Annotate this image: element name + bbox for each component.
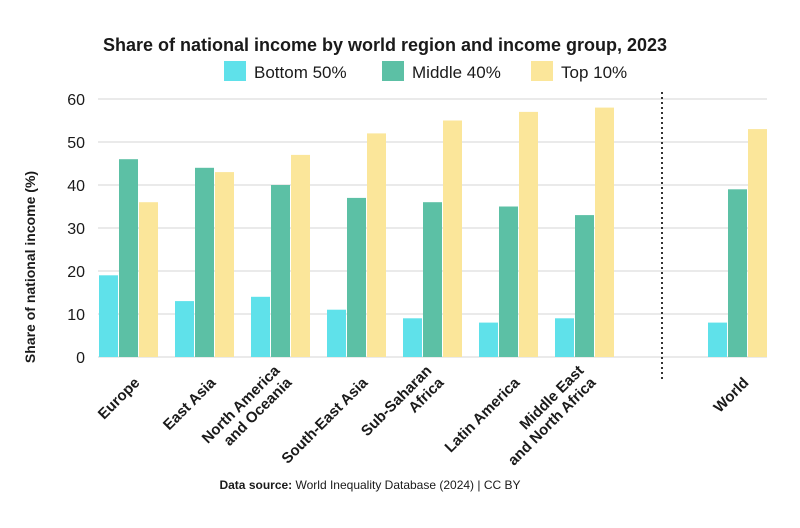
bar <box>195 167 214 357</box>
category-label: World <box>710 374 752 416</box>
bar <box>99 275 118 357</box>
legend-label: Middle 40% <box>412 63 501 82</box>
legend-item: Middle 40% <box>382 61 501 82</box>
bar <box>403 318 422 357</box>
legend-label: Bottom 50% <box>254 63 347 82</box>
bar <box>728 189 747 357</box>
bar <box>251 296 270 357</box>
bar <box>443 120 462 357</box>
legend-label: Top 10% <box>561 63 627 82</box>
category-label: Europe <box>95 374 144 423</box>
y-tick-label: 60 <box>67 92 85 109</box>
bar <box>291 154 310 357</box>
bar <box>595 107 614 357</box>
y-axis-ticks: 0 10 20 30 40 50 60 <box>67 92 85 367</box>
bar <box>139 202 158 357</box>
bar <box>271 185 290 357</box>
bar <box>708 322 727 357</box>
data-source-label: Data source: <box>219 478 292 492</box>
bar <box>215 172 234 357</box>
bar <box>499 206 518 357</box>
bars <box>99 107 767 358</box>
bar <box>479 322 498 357</box>
legend-item: Bottom 50% <box>224 61 347 82</box>
bar <box>575 215 594 357</box>
bar <box>555 318 574 357</box>
y-tick-label: 50 <box>67 135 85 152</box>
category-label: Latin America <box>442 374 524 456</box>
legend-swatch <box>224 61 246 81</box>
category-label-line: Latin America <box>442 374 524 456</box>
bar <box>519 111 538 358</box>
legend-swatch <box>382 61 404 81</box>
legend: Bottom 50% Middle 40% Top 10% <box>224 61 627 82</box>
legend-item: Top 10% <box>531 61 627 82</box>
data-source-text: World Inequality Database (2024) | CC BY <box>292 478 520 492</box>
category-label-line: World <box>710 374 752 416</box>
y-tick-label: 30 <box>67 221 85 238</box>
legend-swatch <box>531 61 553 81</box>
bar <box>327 309 346 357</box>
data-source: Data source: World Inequality Database (… <box>219 478 520 492</box>
bar <box>367 133 386 357</box>
y-tick-label: 10 <box>67 307 85 324</box>
y-tick-label: 20 <box>67 264 85 281</box>
bar <box>423 202 442 357</box>
category-label-line: Europe <box>95 374 144 423</box>
bar <box>748 129 767 357</box>
y-tick-label: 40 <box>67 178 85 195</box>
y-axis-label: Share of national income (%) <box>22 171 38 363</box>
bar <box>175 301 194 357</box>
bar <box>347 197 366 357</box>
chart-title: Share of national income by world region… <box>103 35 667 55</box>
y-tick-label: 0 <box>76 350 85 367</box>
bar <box>119 159 138 357</box>
